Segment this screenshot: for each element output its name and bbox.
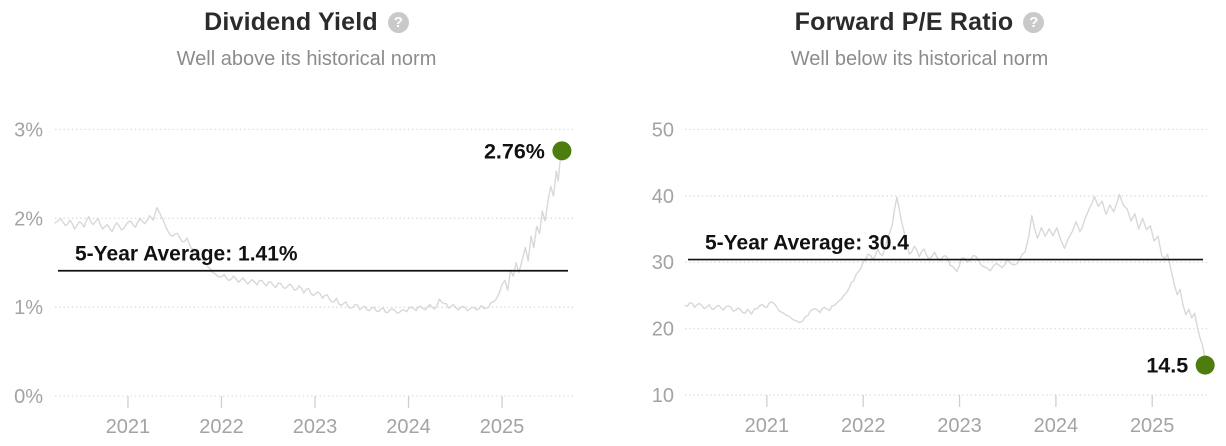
dividend-yield-subtitle: Well above its historical norm	[176, 48, 437, 70]
y-axis-label: 1%	[14, 297, 43, 319]
x-axis-label: 2021	[745, 415, 790, 437]
average-label: 5-Year Average: 30.4	[705, 232, 909, 255]
x-axis-label: 2023	[937, 415, 982, 437]
dividend-yield-panel: Dividend Yield ? Well above its historic…	[0, 7, 613, 438]
forward-pe-chart: 50 40 30 20 10 2021 2022 2023 2024 2025 5-Year Ave…	[652, 119, 1215, 437]
forward-pe-title-row: Forward P/E Ratio ?	[613, 7, 1226, 37]
y-axis-label: 20	[652, 319, 674, 341]
help-icon[interactable]: ?	[1023, 11, 1045, 33]
y-axis-label: 40	[652, 186, 674, 208]
y-axis-label: 30	[652, 252, 674, 274]
x-axis-label: 2024	[386, 416, 431, 438]
help-icon[interactable]: ?	[387, 11, 409, 33]
dividend-yield-title: Dividend Yield	[204, 7, 378, 36]
forward-pe-panel: Forward P/E Ratio ? Well below its histo…	[613, 0, 1226, 446]
x-axis-label: 2025	[480, 416, 525, 438]
y-axis-label: 2%	[14, 208, 43, 230]
forward-pe-title: Forward P/E Ratio	[794, 7, 1014, 36]
x-axis-label: 2022	[841, 415, 886, 437]
dividend-yield-chart: 3% 2% 1% 0% 2021 2022 2023 2024 2025 5-Year Avera…	[14, 120, 575, 438]
forward-pe-ratio-series-line	[684, 193, 1206, 366]
current-value-label: 14.5	[1146, 354, 1188, 378]
x-axis-label: 2024	[1034, 415, 1079, 437]
y-axis-label: 0%	[14, 386, 43, 408]
y-axis-label: 10	[652, 385, 674, 407]
y-axis-label: 50	[652, 119, 674, 141]
current-value-dot	[552, 141, 572, 161]
dividend-yield-series-line	[54, 150, 563, 315]
y-axis-label: 3%	[14, 120, 43, 142]
dividend-yield-title-row: Dividend Yield ?	[0, 7, 613, 37]
average-label: 5-Year Average: 1.41%	[75, 243, 298, 266]
current-value-label: 2.76%	[484, 139, 545, 163]
x-axis-label: 2022	[199, 416, 244, 438]
x-axis-label: 2023	[293, 416, 338, 438]
forward-pe-subtitle: Well below its historical norm	[790, 48, 1049, 70]
current-value-dot	[1195, 355, 1215, 375]
x-axis-label: 2021	[106, 416, 151, 438]
x-axis-label: 2025	[1130, 415, 1175, 437]
